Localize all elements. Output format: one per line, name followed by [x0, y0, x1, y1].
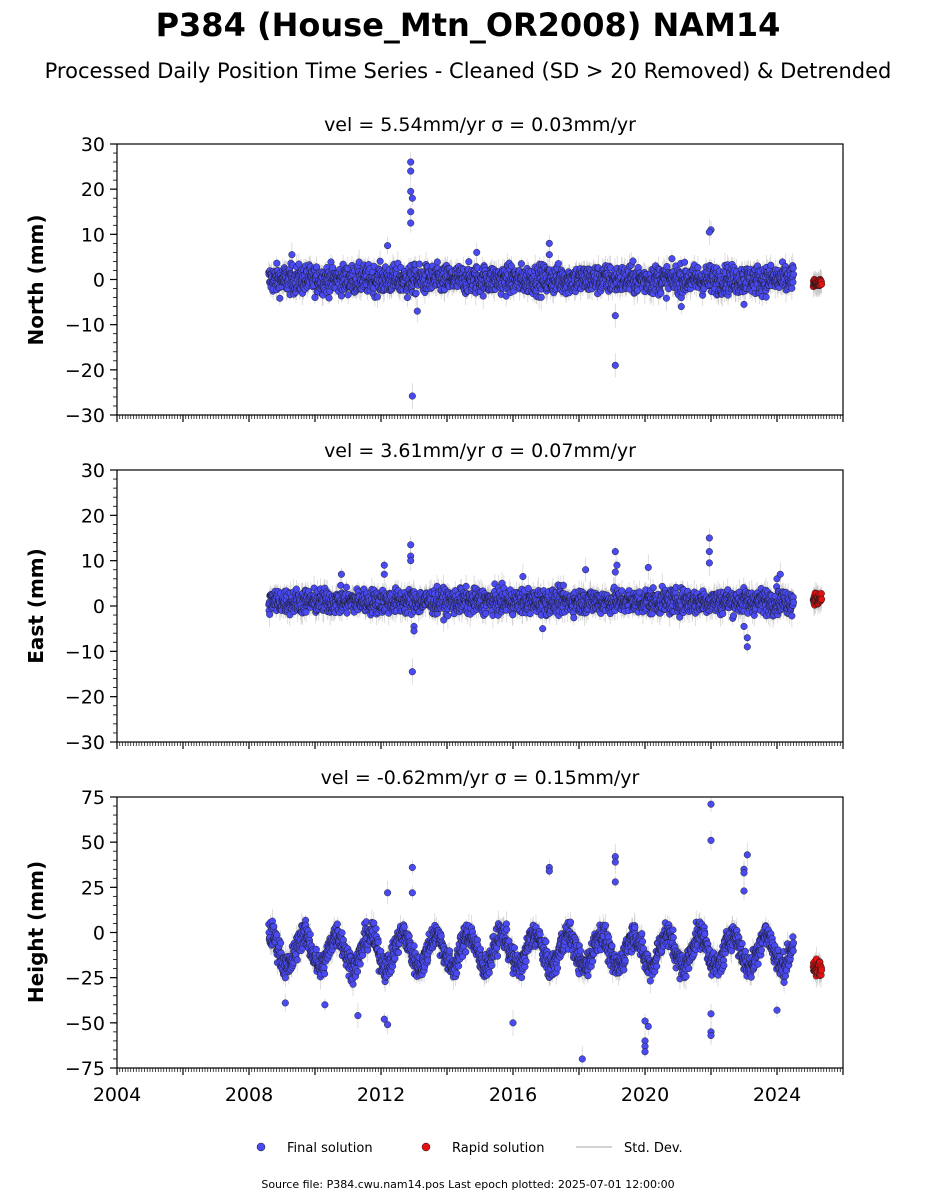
final-point [554, 260, 562, 268]
figure-subtitle: Processed Daily Position Time Series - C… [45, 59, 892, 83]
final-point [767, 261, 775, 269]
rapid-point [818, 280, 826, 288]
final-point [473, 248, 481, 256]
final-point [517, 260, 525, 268]
final-point [537, 293, 545, 301]
north-rapid-points [809, 275, 826, 291]
final-point [413, 307, 421, 315]
final-point [545, 251, 553, 259]
final-point [329, 264, 337, 272]
final-point [337, 292, 345, 300]
final-point [465, 258, 473, 266]
final-point [789, 264, 797, 272]
final-point [295, 260, 303, 268]
final-point [373, 293, 381, 301]
north-y-ticks: 30 20 10 0 −10 −20 −30 [65, 134, 117, 427]
north-x-ticks [116, 415, 844, 422]
final-point [407, 167, 415, 175]
final-point [681, 258, 689, 266]
ytick-label: 20 [81, 179, 105, 201]
final-point [408, 392, 416, 400]
final-point [433, 258, 441, 266]
final-point [545, 239, 553, 247]
ytick-label: 30 [81, 134, 105, 156]
final-point [407, 219, 415, 227]
final-point [407, 208, 415, 216]
final-point [668, 255, 676, 263]
ytick-label: 10 [81, 224, 105, 246]
figure-title: P384 (House_Mtn_OR2008) NAM14 [156, 6, 781, 44]
north-plot-area [265, 152, 826, 409]
final-point [629, 257, 637, 265]
final-point [507, 262, 515, 270]
ytick-label: −30 [65, 405, 105, 427]
ytick-label: −10 [65, 315, 105, 337]
final-point [762, 293, 770, 301]
final-point [376, 257, 384, 265]
final-point [384, 242, 392, 250]
final-point [276, 294, 284, 302]
final-point [657, 289, 665, 297]
final-point [789, 278, 797, 286]
final-point [325, 294, 333, 302]
north-panel-title: vel = 5.54mm/yr σ = 0.03mm/yr [324, 114, 636, 136]
final-point [789, 270, 798, 278]
final-point [705, 228, 713, 236]
final-point [740, 300, 748, 308]
final-point [407, 158, 415, 166]
north-final-points [265, 158, 798, 400]
east-ylabel: East (mm) [24, 548, 48, 664]
final-point [694, 264, 702, 272]
north-panel: vel = 5.54mm/yr σ = 0.03mm/yr North (mm)… [24, 114, 844, 427]
ytick-label: −20 [65, 360, 105, 382]
final-point [479, 292, 487, 300]
final-point [662, 294, 670, 302]
east-panel-title: vel = 3.61mm/yr σ = 0.07mm/yr [324, 440, 636, 462]
final-point [677, 303, 685, 311]
final-point [288, 251, 296, 259]
final-point [788, 284, 796, 292]
final-point [407, 187, 415, 195]
final-point [611, 361, 619, 369]
ytick-label: 0 [93, 270, 105, 292]
north-ylabel: North (mm) [24, 214, 48, 345]
final-point [344, 291, 352, 299]
final-point [415, 260, 423, 268]
east-panel: vel = 3.61mm/yr σ = 0.07mm/yr East (mm) … [24, 440, 844, 754]
east-plot-area [265, 528, 826, 685]
final-point [403, 294, 411, 302]
final-point [412, 289, 420, 297]
final-point [273, 259, 281, 267]
final-point [663, 263, 671, 271]
final-point [611, 312, 619, 320]
final-point [408, 194, 416, 202]
